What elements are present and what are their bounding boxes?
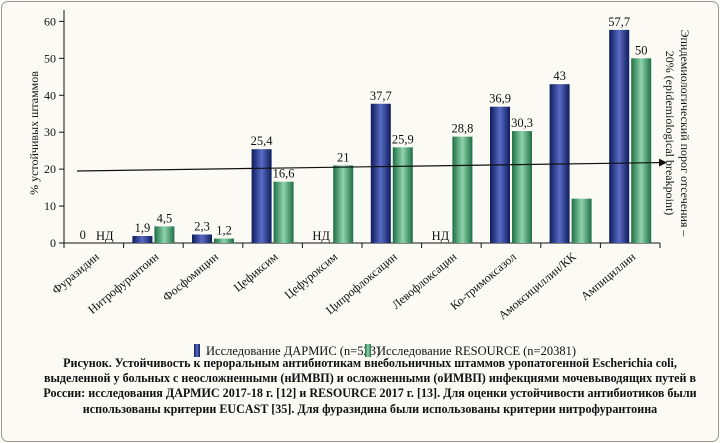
- bar-darmis: [609, 29, 630, 243]
- bar-resource: [631, 58, 652, 243]
- bar-resource: [452, 136, 473, 243]
- bar-darmis: [370, 103, 391, 243]
- data-label: 25,9: [392, 132, 414, 146]
- category-label: Цефиксим: [231, 249, 281, 294]
- bar-resource: [392, 147, 413, 243]
- figure-caption: Рисунок. Устойчивость к пероральным анти…: [43, 356, 697, 416]
- y-axis-label: % устойчивых штаммов: [27, 71, 41, 195]
- data-label: НД: [432, 229, 450, 243]
- y-tick-label: 30: [44, 125, 56, 139]
- bar-darmis: [192, 234, 212, 243]
- threshold-label: Эпидемиологический порог отсечения –20% …: [663, 30, 692, 238]
- y-tick-label: 50: [44, 51, 56, 65]
- data-label: НД: [96, 229, 114, 243]
- legend-swatch-darmis: [194, 344, 200, 357]
- y-tick-label: 0: [50, 236, 56, 250]
- category-label: Фосфомицин: [160, 249, 222, 304]
- bar-resource: [273, 181, 294, 243]
- bar-resource: [512, 131, 532, 243]
- data-label: 1,9: [135, 221, 151, 235]
- data-label: 30,3: [511, 116, 533, 130]
- data-label: 37,7: [370, 89, 392, 103]
- data-label: 57,7: [608, 15, 630, 29]
- category-label: Цефуроксим: [282, 249, 341, 301]
- bars-group: [132, 29, 652, 243]
- data-label: 2,3: [194, 220, 210, 234]
- bar-resource: [333, 165, 354, 243]
- data-label: 50: [635, 43, 648, 57]
- data-label: 21: [337, 150, 350, 164]
- bar-darmis: [132, 235, 153, 243]
- legend-label-resource: Исследование RESOURCE (n=20381): [377, 344, 576, 358]
- y-tick-label: 40: [44, 88, 56, 102]
- bar-resource: [214, 238, 234, 243]
- data-label: 28,8: [451, 122, 473, 136]
- bar-darmis: [251, 149, 272, 243]
- y-tick-label: 10: [44, 199, 56, 213]
- category-label: Ампициллин: [578, 249, 639, 303]
- legend: Исследование ДАРМИС (n=523) Исследование…: [194, 344, 576, 358]
- threshold-arrow-line: [76, 158, 667, 172]
- y-tick-label: 20: [44, 162, 56, 176]
- data-labels-group: 0 НД 1,9 4,5 2,3 1,2 25,4 16,6 НД 21 37,7 25,9 НД 28,…: [80, 15, 648, 243]
- data-label: 16,6: [273, 167, 295, 181]
- data-label: 36,9: [489, 92, 511, 106]
- legend-label-darmis: Исследование ДАРМИС (n=523): [206, 344, 380, 358]
- category-label: Фуразидин: [49, 249, 102, 297]
- y-tick-label: 60: [44, 14, 56, 28]
- data-label: 25,4: [251, 134, 274, 148]
- data-label: 0: [80, 228, 86, 242]
- legend-swatch-resource: [365, 344, 371, 357]
- bar-darmis: [490, 106, 510, 243]
- data-label: НД: [312, 229, 330, 243]
- bar-resource: [571, 198, 592, 243]
- bar-resource: [154, 226, 175, 243]
- data-label: 4,5: [157, 211, 173, 225]
- data-label: 43: [553, 69, 566, 83]
- data-label: 1,2: [216, 224, 232, 238]
